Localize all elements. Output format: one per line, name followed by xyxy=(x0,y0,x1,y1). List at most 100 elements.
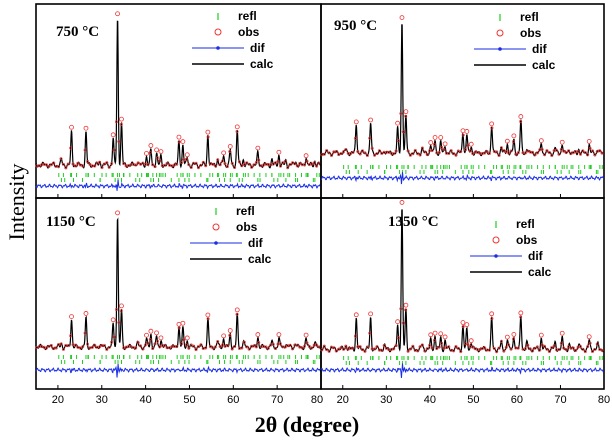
obs-point xyxy=(401,321,405,325)
obs-point xyxy=(504,345,508,349)
obs-point xyxy=(464,342,468,346)
obs-point xyxy=(73,343,77,347)
obs-point xyxy=(590,349,594,353)
obs-peak-point xyxy=(353,312,359,318)
obs-point xyxy=(564,151,568,155)
obs-point xyxy=(358,345,362,349)
obs-point xyxy=(564,348,568,352)
obs-point xyxy=(365,154,369,158)
obs-point xyxy=(45,163,49,167)
obs-point xyxy=(59,342,63,346)
calc-line xyxy=(35,217,322,351)
obs-point xyxy=(61,162,65,166)
obs-point xyxy=(337,153,341,157)
obs-peak-point xyxy=(119,303,124,309)
obs-point xyxy=(562,149,566,153)
obs-point xyxy=(392,347,396,351)
obs-point xyxy=(35,345,39,349)
obs-point xyxy=(98,345,102,349)
obs-point xyxy=(240,346,244,350)
obs-point xyxy=(411,344,415,348)
obs-point xyxy=(245,345,249,349)
obs-point xyxy=(213,164,217,168)
legend-label-calc: calc xyxy=(248,252,272,266)
obs-point xyxy=(370,146,374,150)
obs-point xyxy=(483,346,487,350)
obs-point xyxy=(526,343,530,347)
legend-dif-marker xyxy=(216,46,220,50)
obs-point xyxy=(163,163,167,167)
obs-point xyxy=(394,344,398,348)
legend-label-obs: obs xyxy=(238,25,260,39)
obs-point xyxy=(78,163,82,167)
obs-point xyxy=(557,152,561,156)
obs-point xyxy=(175,345,179,349)
obs-point xyxy=(57,165,61,169)
calc-line xyxy=(320,209,605,353)
obs-peak-point xyxy=(148,328,154,334)
obs-point xyxy=(312,161,316,165)
obs-point xyxy=(466,343,470,347)
obs-peak-point xyxy=(559,139,565,145)
obs-point xyxy=(495,350,499,354)
legend: refl obs dif calc xyxy=(190,204,272,266)
obs-point xyxy=(487,151,491,155)
obs-peak-point xyxy=(586,334,592,340)
obs-point xyxy=(189,343,193,347)
legend-label-obs: obs xyxy=(516,233,538,247)
obs-point xyxy=(69,334,73,338)
obs-point xyxy=(192,344,196,348)
obs-point xyxy=(432,338,436,342)
obs-point xyxy=(322,344,326,348)
obs-peak-point xyxy=(464,322,470,328)
obs-peak-point xyxy=(368,311,374,317)
obs-point xyxy=(459,350,463,354)
obs-point xyxy=(358,152,362,156)
obs-point xyxy=(396,139,400,143)
obs-point xyxy=(139,162,143,166)
obs-point xyxy=(351,151,355,155)
obs-point xyxy=(141,161,145,165)
legend-label-dif: dif xyxy=(248,236,264,250)
legend-label-refl: refl xyxy=(516,217,535,231)
obs-point xyxy=(329,153,333,157)
obs-point xyxy=(107,165,111,169)
obs-point xyxy=(168,346,172,350)
obs-peak-point xyxy=(83,311,89,316)
obs-point xyxy=(334,149,338,153)
obs-point xyxy=(242,340,246,344)
obs-point xyxy=(45,346,49,350)
obs-point xyxy=(334,349,338,353)
obs-point xyxy=(320,348,324,352)
obs-point xyxy=(454,153,458,157)
obs-peak-point xyxy=(234,124,240,130)
obs-point xyxy=(102,162,106,166)
obs-point xyxy=(110,340,114,344)
obs-point xyxy=(586,345,590,349)
obs-point xyxy=(461,133,465,137)
obs-peak-point xyxy=(428,140,434,145)
obs-point xyxy=(499,339,503,343)
legend-label-refl: refl xyxy=(238,9,257,23)
obs-point xyxy=(90,345,94,349)
legend-label-refl: refl xyxy=(236,204,255,218)
obs-peak-point xyxy=(148,143,154,148)
obs-point xyxy=(344,344,348,348)
obs-point xyxy=(555,148,559,152)
x-tick-label: 40 xyxy=(139,394,151,406)
obs-point xyxy=(394,149,398,153)
obs-point xyxy=(437,345,441,349)
obs-point xyxy=(404,308,408,312)
obs-point xyxy=(461,325,465,329)
obs-point xyxy=(271,162,275,166)
legend-label-dif: dif xyxy=(250,41,266,55)
obs-peak-point xyxy=(110,132,116,138)
obs-point xyxy=(423,150,427,154)
obs-point xyxy=(189,166,193,170)
obs-point xyxy=(315,164,319,168)
obs-point xyxy=(66,162,70,166)
obs-point xyxy=(112,148,116,152)
obs-point xyxy=(533,153,537,157)
obs-point xyxy=(83,331,87,335)
y-axis-label: Intensity xyxy=(4,164,29,241)
